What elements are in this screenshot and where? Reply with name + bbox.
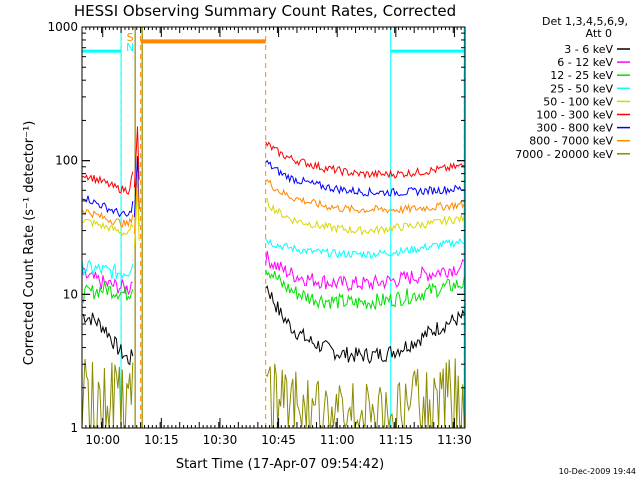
y-tick-label-2: 100 [55, 154, 78, 168]
x-tick-label-3: 10:45 [261, 433, 296, 447]
x-tick-label-1: 10:15 [144, 433, 179, 447]
x-tick-label-2: 10:30 [203, 433, 238, 447]
legend-header-line2: Att 0 [586, 27, 612, 40]
y-tick-label-3: 1000 [47, 20, 78, 34]
series-3-segment-0 [81, 259, 134, 280]
legend-label-3: 25 - 50 keV [550, 82, 613, 95]
saa-label-s: S [127, 31, 134, 44]
series-4-segment-0 [81, 218, 134, 236]
series-7-segment-1 [265, 178, 465, 215]
legend-label-6: 300 - 800 keV [536, 122, 613, 135]
x-axis-label: Start Time (17-Apr-07 09:54:42) [176, 457, 384, 472]
series-1-segment-0 [81, 266, 133, 296]
series-7-segment-0 [81, 209, 134, 228]
series-5-segment-1 [265, 141, 465, 179]
series-1-segment-1 [265, 250, 465, 292]
series-5-segment-0 [81, 171, 134, 195]
chart-title: HESSI Observing Summary Count Rates, Cor… [74, 2, 456, 20]
legend-label-5: 100 - 300 keV [536, 109, 613, 122]
series-2-segment-1 [265, 269, 465, 311]
series-8-segment-1 [265, 358, 465, 429]
series-3-segment-1 [265, 237, 465, 260]
spike-0 [133, 126, 140, 188]
saa-label-n: N [126, 41, 134, 54]
legend-label-0: 3 - 6 keV [564, 43, 613, 56]
spike-3 [133, 187, 140, 249]
series-0-segment-0 [81, 312, 134, 366]
series-6-segment-1 [265, 159, 465, 197]
legend-label-8: 7000 - 20000 keV [515, 148, 613, 161]
series-0-segment-1 [265, 285, 465, 364]
timestamp: 10-Dec-2009 19:44 [559, 467, 636, 476]
x-tick-label-6: 11:30 [437, 433, 472, 447]
x-tick-label-4: 11:00 [320, 433, 355, 447]
plot-area: SN [81, 27, 465, 429]
x-axis: 10:00 10:15 10:30 10:45 11:00 11:15 11:30 [81, 27, 472, 447]
series-2-segment-0 [81, 281, 134, 304]
legend-header-line1: Det 1,3,4,5,6,9, [542, 15, 628, 28]
plot-frame [81, 26, 466, 429]
series-6-segment-0 [81, 195, 134, 218]
y-tick-label-1: 10 [63, 287, 78, 301]
series-8-segment-0 [81, 358, 134, 428]
legend-label-7: 800 - 7000 keV [529, 135, 613, 148]
y-tick-label-0: 1 [70, 421, 78, 435]
legend-label-4: 50 - 100 keV [543, 95, 613, 108]
legend-label-1: 6 - 12 keV [557, 56, 613, 69]
series-4-segment-1 [265, 197, 465, 237]
legend-label-2: 12 - 25 keV [550, 69, 613, 82]
x-tick-label-5: 11:15 [379, 433, 414, 447]
y-axis-label: Corrected Count Rate (s⁻¹ detector⁻¹) [22, 121, 37, 366]
x-tick-label-0: 10:00 [85, 433, 120, 447]
